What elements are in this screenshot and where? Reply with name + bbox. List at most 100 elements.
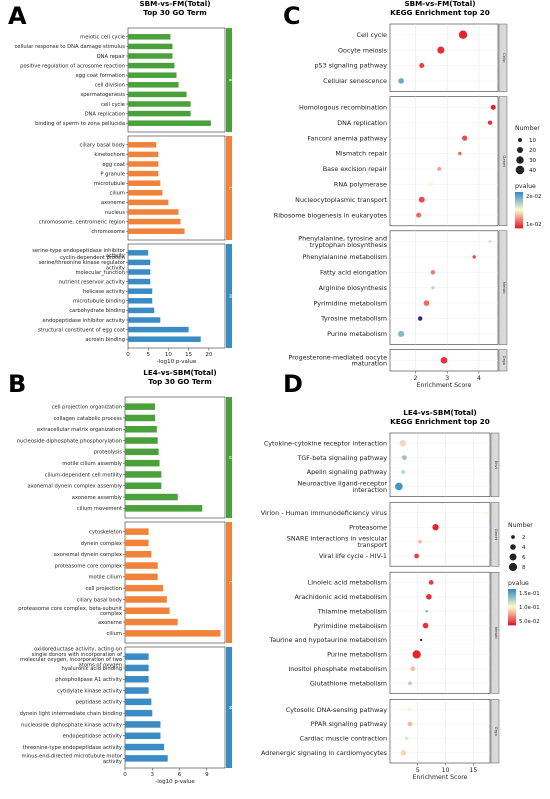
dot: [408, 681, 412, 686]
bar-label: dynein complex: [81, 541, 122, 547]
dot-label: Fanconi anemia pathway: [307, 134, 387, 142]
size-legend-label: 8: [522, 565, 526, 571]
x-tick-label: 15: [469, 767, 477, 774]
dot-group-0: Cellp Cell cycle Oocyte meiosis p53 signali…: [315, 23, 508, 92]
bar-label: peptidase activity: [76, 700, 122, 706]
dot-label: Purine metabolism: [327, 651, 387, 659]
bar-label: hyaluronic acid binding: [62, 666, 122, 672]
dot: [487, 120, 493, 125]
bar: [128, 180, 161, 186]
bar-label: collagen catabolic process: [53, 416, 122, 422]
x-tick-label: 2: [413, 375, 417, 382]
dot: [484, 511, 488, 514]
color-legend-step: [508, 603, 516, 606]
group-strip: [226, 647, 232, 768]
bar-label: cilium: [106, 631, 122, 637]
dot: [416, 212, 422, 218]
dot-label: Inositol phosphate metabolism: [288, 665, 387, 673]
bar: [125, 505, 203, 512]
dot-label: Viral life cycle - HIV-1: [319, 552, 387, 560]
group-frame: [389, 502, 491, 567]
bar: [125, 482, 162, 489]
dot-label: Arachidonic acid metabolism: [294, 593, 387, 601]
bar-label: axoneme: [98, 620, 122, 626]
bar-label: nucleus: [105, 210, 125, 216]
bar: [128, 53, 173, 59]
color-legend-step: [508, 617, 516, 620]
color-legend-step: [515, 211, 523, 214]
panel-letter-d: D: [283, 370, 303, 398]
bar: [125, 528, 149, 535]
bar: [128, 82, 179, 88]
bar: [125, 562, 158, 569]
bar: [125, 721, 161, 728]
dot: [472, 255, 476, 259]
bar: [128, 110, 191, 117]
bar: [128, 336, 201, 342]
dot-label: Apelin signaling pathway: [307, 468, 387, 476]
color-legend-label: 1.0e-01: [519, 605, 540, 611]
group-strip: [498, 23, 508, 92]
color-legend-step: [515, 224, 523, 227]
group-strip: [498, 96, 508, 226]
bar-label: cyclin-dependent protein serine/threonine…: [39, 255, 126, 271]
dot-label: Ribosome biogenesis in eukaryotes: [274, 211, 388, 219]
size-legend-label: 2: [522, 535, 526, 541]
dot: [488, 240, 492, 243]
dot-label: Arginine biosynthesis: [319, 284, 388, 292]
bar: [125, 676, 149, 683]
bar: [125, 653, 149, 660]
bar-label: molecular_function: [75, 270, 125, 276]
color-legend-step: [508, 601, 516, 604]
dot: [428, 580, 434, 585]
size-legend-dot: [518, 138, 522, 142]
color-legend-title: pvalue: [508, 580, 529, 587]
bar-label: cytoskeleton: [89, 529, 122, 535]
dot-label: Oocyte meiosis: [338, 46, 388, 54]
color-legend-step: [515, 222, 523, 225]
bar: [128, 91, 187, 98]
color-legend-step: [515, 206, 523, 209]
chart-subtitle: KEGG Enrichment top 20: [390, 417, 490, 426]
bar-label: proteolysis: [94, 450, 123, 456]
dot-label: Thiamine metabolism: [317, 607, 387, 615]
color-legend-step: [508, 596, 516, 599]
bar-label: cellular response to DNA damage stimulus: [14, 44, 125, 50]
x-tick-label: 5: [146, 352, 150, 358]
bar: [125, 596, 167, 603]
bar-label: minus-end-directed microtubule motor acti…: [21, 754, 122, 765]
color-legend-step: [508, 608, 516, 611]
bar: [128, 307, 155, 314]
size-legend-dot: [515, 165, 525, 175]
color-legend-step: [508, 590, 516, 593]
bar: [125, 755, 168, 762]
dot-label: Phenylalanine metabolism: [302, 253, 387, 261]
color-legend-step: [515, 192, 523, 195]
dot-label: Homologous recombination: [299, 104, 387, 112]
dot-label: Virion - Human immunodeficiency virus: [261, 509, 388, 517]
color-legend-step: [508, 614, 516, 617]
size-legend-dot: [510, 544, 516, 550]
x-axis-label: -log10 p-value: [157, 359, 197, 365]
group-frame: [124, 396, 226, 519]
bar: [128, 317, 161, 323]
dot: [458, 30, 468, 39]
dot-label: Base excision repair: [323, 165, 388, 173]
dot: [422, 622, 429, 629]
dot-label: Tyrosine metabolism: [320, 315, 387, 323]
chart-title: SBM-vs-FM(Total): [404, 0, 475, 8]
color-legend-step: [508, 605, 516, 608]
bar-label: DNA replication: [85, 111, 125, 117]
dot-group-3: Orga Progesterone-mediated oocyte maturati…: [288, 349, 508, 372]
dot: [490, 104, 496, 110]
bar-label: kinetochore: [94, 152, 125, 158]
dot-label: p53 signaling pathway: [315, 62, 388, 70]
group-strip-label: M: [228, 706, 233, 710]
dot-group-0: Envi Cytokine-cytokine receptor interacti…: [264, 432, 500, 497]
bar-label: chromosome, centromeric region: [39, 219, 125, 225]
size-legend-label: 4: [522, 545, 526, 551]
bar-label: cell projection: [86, 586, 122, 592]
chart-subtitle: Top 30 GO Term: [148, 377, 211, 386]
size-legend-dot: [517, 147, 523, 153]
